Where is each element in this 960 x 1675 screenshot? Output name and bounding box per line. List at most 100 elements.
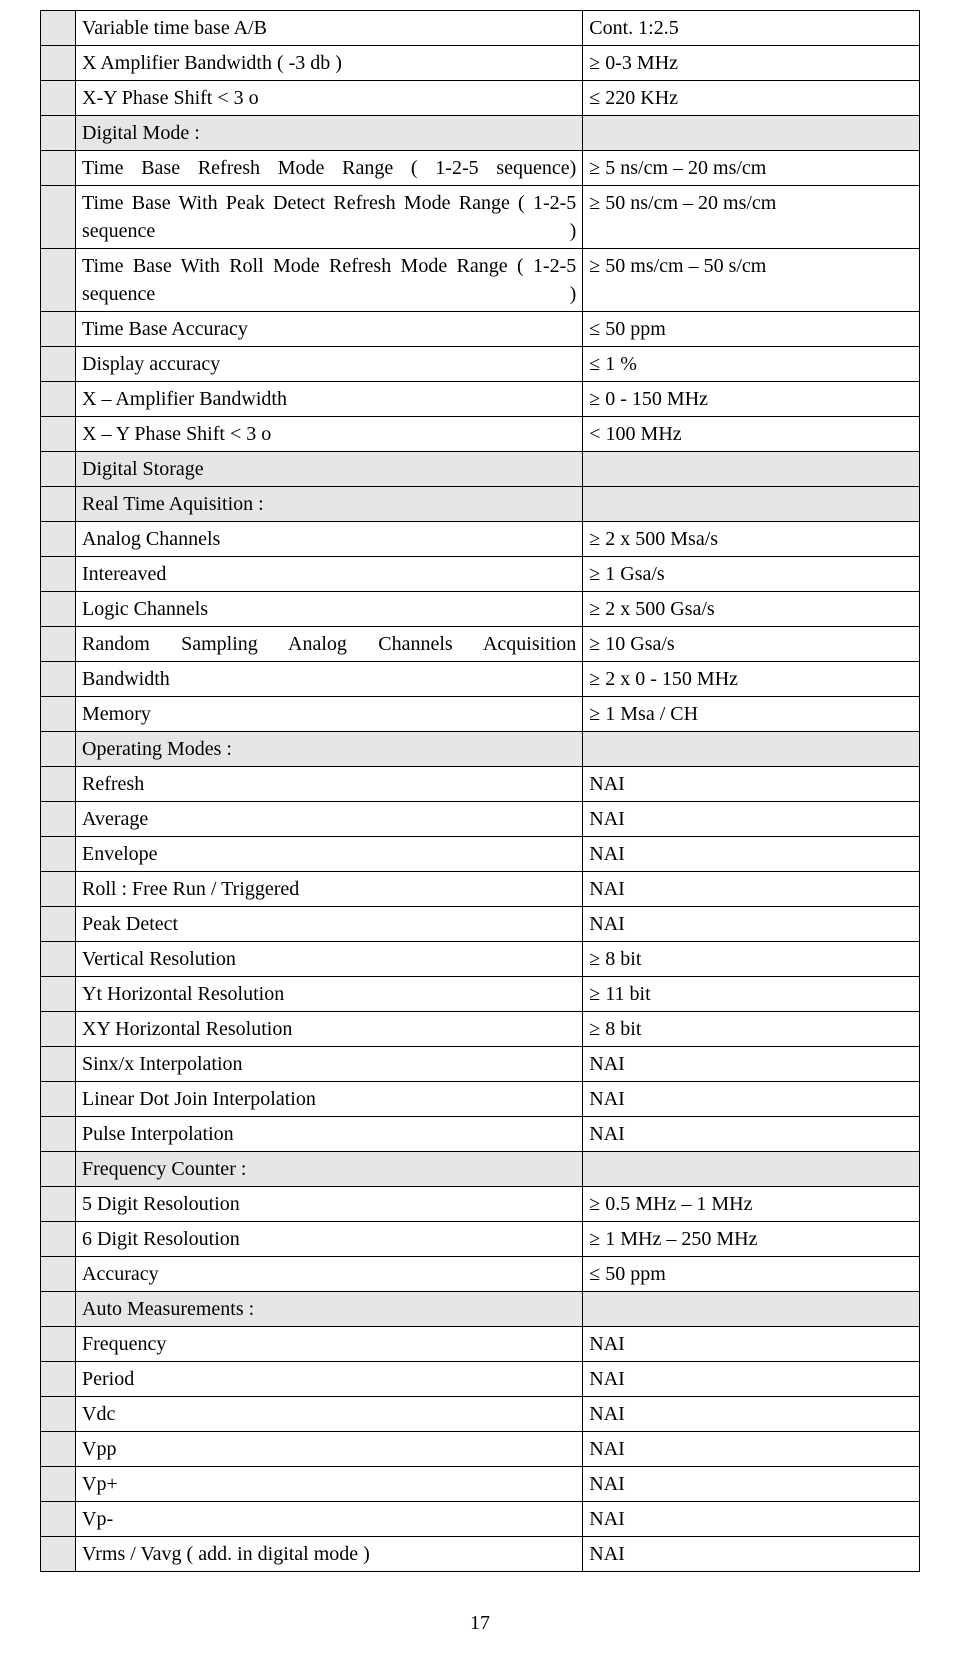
spec-value-cell: NAI xyxy=(583,907,920,942)
row-marker-cell xyxy=(41,249,76,312)
spec-label-cell: Vrms / Vavg ( add. in digital mode ) xyxy=(76,1537,583,1572)
spec-label-cell: X Amplifier Bandwidth ( -3 db ) xyxy=(76,46,583,81)
table-row: Yt Horizontal Resolution≥ 11 bit xyxy=(41,977,920,1012)
row-marker-cell xyxy=(41,452,76,487)
table-body: Variable time base A/BCont. 1:2.5X Ampli… xyxy=(41,11,920,1572)
row-marker-cell xyxy=(41,1502,76,1537)
table-row: Vp-NAI xyxy=(41,1502,920,1537)
table-row: Auto Measurements : xyxy=(41,1292,920,1327)
table-row: Digital Storage xyxy=(41,452,920,487)
spec-value-cell: ≥ 0-3 MHz xyxy=(583,46,920,81)
row-marker-cell xyxy=(41,1222,76,1257)
spec-value-cell: NAI xyxy=(583,767,920,802)
spec-value-cell: NAI xyxy=(583,802,920,837)
spec-label-cell: Vpp xyxy=(76,1432,583,1467)
row-marker-cell xyxy=(41,417,76,452)
row-marker-cell xyxy=(41,1047,76,1082)
spec-label-cell: Peak Detect xyxy=(76,907,583,942)
spec-value-cell: ≥ 2 x 0 - 150 MHz xyxy=(583,662,920,697)
row-marker-cell xyxy=(41,942,76,977)
table-row: Time Base With Peak Detect Refresh Mode … xyxy=(41,186,920,249)
table-row: Time Base With Roll Mode Refresh Mode Ra… xyxy=(41,249,920,312)
table-row: RefreshNAI xyxy=(41,767,920,802)
table-row: Accuracy≤ 50 ppm xyxy=(41,1257,920,1292)
row-marker-cell xyxy=(41,732,76,767)
spec-label-cell: Accuracy xyxy=(76,1257,583,1292)
spec-value-cell: ≥ 1 MHz – 250 MHz xyxy=(583,1222,920,1257)
spec-value-cell: ≥ 5 ns/cm – 20 ms/cm xyxy=(583,151,920,186)
spec-label-cell: Pulse Interpolation xyxy=(76,1117,583,1152)
spec-value-cell xyxy=(583,116,920,151)
row-marker-cell xyxy=(41,382,76,417)
row-marker-cell xyxy=(41,11,76,46)
row-marker-cell xyxy=(41,697,76,732)
table-row: Pulse InterpolationNAI xyxy=(41,1117,920,1152)
spec-value-cell: NAI xyxy=(583,1537,920,1572)
spec-label-cell: Vp+ xyxy=(76,1467,583,1502)
spec-value-cell xyxy=(583,452,920,487)
row-marker-cell xyxy=(41,487,76,522)
row-marker-cell xyxy=(41,767,76,802)
row-marker-cell xyxy=(41,1397,76,1432)
row-marker-cell xyxy=(41,1432,76,1467)
spec-label-cell: Real Time Aquisition : xyxy=(76,487,583,522)
spec-label-cell: Yt Horizontal Resolution xyxy=(76,977,583,1012)
spec-label-cell: Refresh xyxy=(76,767,583,802)
spec-value-cell: NAI xyxy=(583,1327,920,1362)
table-row: X-Y Phase Shift < 3 o≤ 220 KHz xyxy=(41,81,920,116)
row-marker-cell xyxy=(41,1152,76,1187)
spec-value-cell: ≥ 2 x 500 Gsa/s xyxy=(583,592,920,627)
spec-value-cell: < 100 MHz xyxy=(583,417,920,452)
row-marker-cell xyxy=(41,1537,76,1572)
spec-value-cell: NAI xyxy=(583,1047,920,1082)
row-marker-cell xyxy=(41,802,76,837)
table-row: Vrms / Vavg ( add. in digital mode )NAI xyxy=(41,1537,920,1572)
spec-value-cell: ≥ 1 Gsa/s xyxy=(583,557,920,592)
spec-label-cell: Intereaved xyxy=(76,557,583,592)
spec-value-cell: ≤ 50 ppm xyxy=(583,1257,920,1292)
spec-value-cell: ≥ 0 - 150 MHz xyxy=(583,382,920,417)
spec-label-cell: Frequency Counter : xyxy=(76,1152,583,1187)
spec-label-cell: Frequency xyxy=(76,1327,583,1362)
spec-value-cell: NAI xyxy=(583,837,920,872)
table-row: XY Horizontal Resolution≥ 8 bit xyxy=(41,1012,920,1047)
row-marker-cell xyxy=(41,907,76,942)
spec-label-cell: Envelope xyxy=(76,837,583,872)
row-marker-cell xyxy=(41,627,76,662)
spec-label-cell: Time Base With Roll Mode Refresh Mode Ra… xyxy=(76,249,583,312)
spec-value-cell: ≥ 50 ns/cm – 20 ms/cm xyxy=(583,186,920,249)
spec-label-cell: Vertical Resolution xyxy=(76,942,583,977)
table-row: Display accuracy≤ 1 % xyxy=(41,347,920,382)
spec-label-cell: Vdc xyxy=(76,1397,583,1432)
table-row: X – Y Phase Shift < 3 o< 100 MHz xyxy=(41,417,920,452)
spec-label-cell: XY Horizontal Resolution xyxy=(76,1012,583,1047)
spec-label-cell: Logic Channels xyxy=(76,592,583,627)
spec-label-cell: Time Base Refresh Mode Range ( 1-2-5 seq… xyxy=(76,151,583,186)
spec-label-cell: Sinx/x Interpolation xyxy=(76,1047,583,1082)
table-row: FrequencyNAI xyxy=(41,1327,920,1362)
row-marker-cell xyxy=(41,1327,76,1362)
spec-value-cell: ≤ 1 % xyxy=(583,347,920,382)
row-marker-cell xyxy=(41,1257,76,1292)
spec-label-cell: Bandwidth xyxy=(76,662,583,697)
spec-value-cell: NAI xyxy=(583,1502,920,1537)
table-row: Intereaved≥ 1 Gsa/s xyxy=(41,557,920,592)
table-row: Time Base Accuracy≤ 50 ppm xyxy=(41,312,920,347)
table-row: Frequency Counter : xyxy=(41,1152,920,1187)
spec-value-cell: ≤ 50 ppm xyxy=(583,312,920,347)
row-marker-cell xyxy=(41,81,76,116)
spec-value-cell: NAI xyxy=(583,1397,920,1432)
table-row: 6 Digit Resoloution≥ 1 MHz – 250 MHz xyxy=(41,1222,920,1257)
spec-label-cell: Digital Storage xyxy=(76,452,583,487)
spec-value-cell: ≥ 2 x 500 Msa/s xyxy=(583,522,920,557)
spec-value-cell: ≥ 1 Msa / CH xyxy=(583,697,920,732)
spec-table: Variable time base A/BCont. 1:2.5X Ampli… xyxy=(40,10,920,1572)
spec-value-cell: Cont. 1:2.5 xyxy=(583,11,920,46)
row-marker-cell xyxy=(41,1012,76,1047)
spec-value-cell: NAI xyxy=(583,1467,920,1502)
spec-label-cell: X – Amplifier Bandwidth xyxy=(76,382,583,417)
table-row: Peak DetectNAI xyxy=(41,907,920,942)
table-row: PeriodNAI xyxy=(41,1362,920,1397)
row-marker-cell xyxy=(41,347,76,382)
row-marker-cell xyxy=(41,872,76,907)
